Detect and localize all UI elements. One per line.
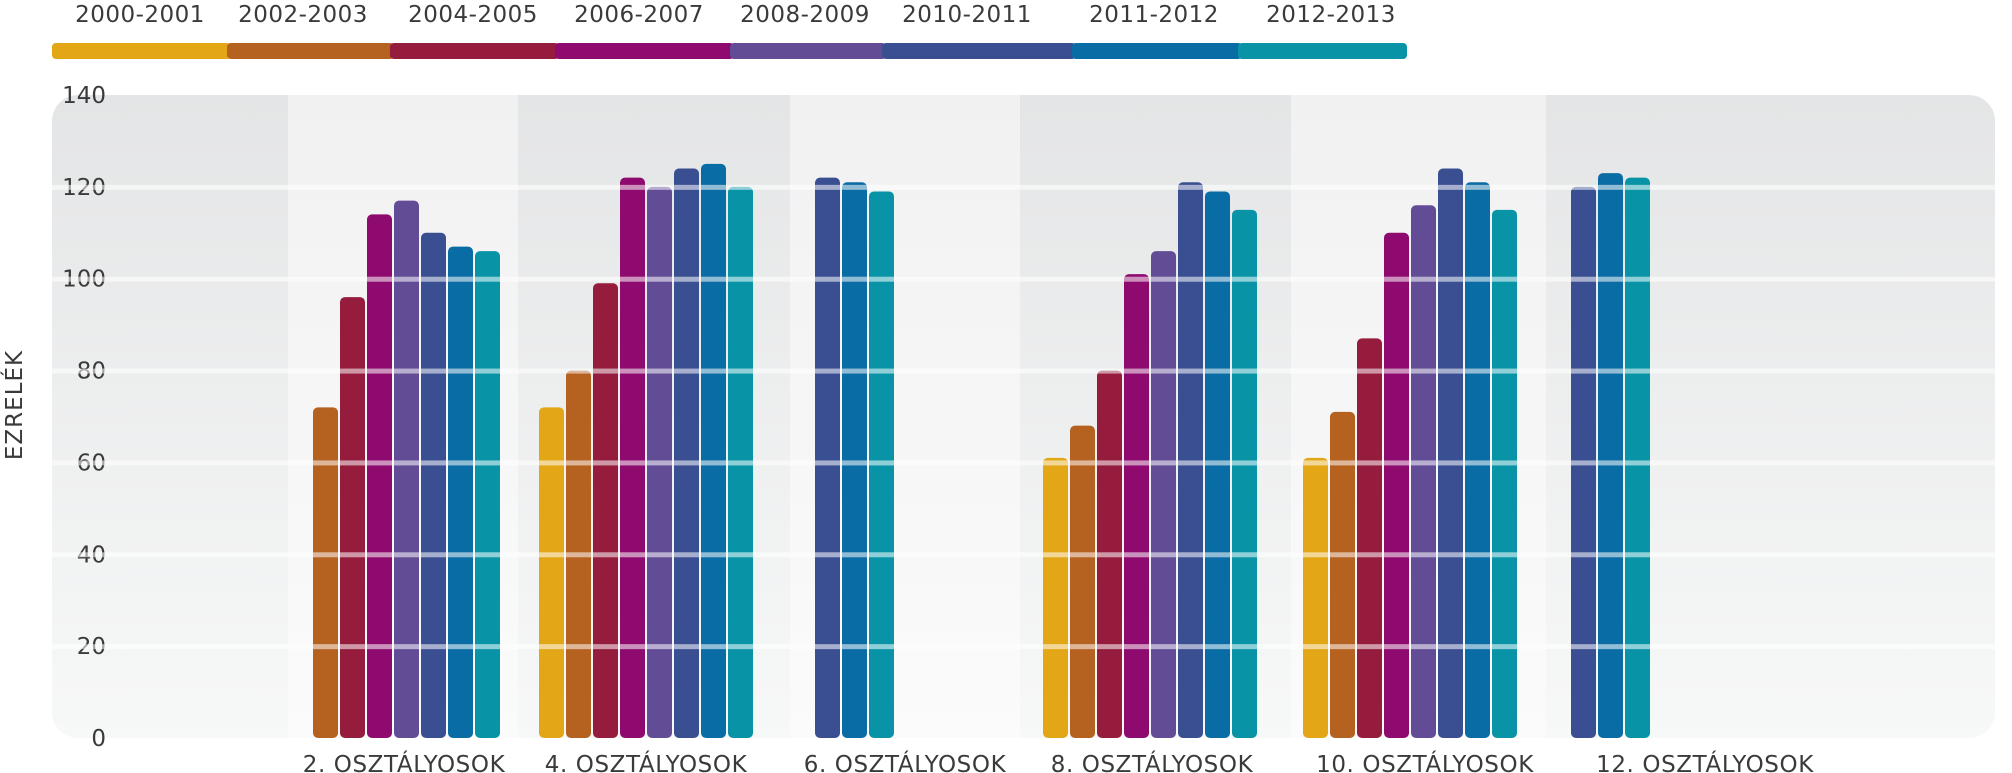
bar xyxy=(340,297,365,738)
bar xyxy=(313,407,338,738)
bars xyxy=(313,163,1650,739)
bar xyxy=(1598,173,1623,739)
gridline xyxy=(52,184,1995,190)
x-category-label: 10. OSZTÁLYOSOK xyxy=(1316,750,1534,773)
bar xyxy=(1384,232,1409,739)
bar xyxy=(1411,205,1436,738)
bar xyxy=(815,177,840,738)
legend-label: 2012-2013 xyxy=(1266,2,1396,28)
bar xyxy=(1357,338,1382,738)
bar xyxy=(620,177,645,738)
x-category-label: 12. OSZTÁLYOSOK xyxy=(1596,750,1814,773)
bar xyxy=(1625,177,1650,738)
y-tick-label: 140 xyxy=(62,83,106,109)
x-category-label: 6. OSZTÁLYOSOK xyxy=(804,750,1007,773)
bar xyxy=(448,246,473,739)
bar xyxy=(1043,457,1068,738)
legend-swatch xyxy=(52,43,231,59)
bar xyxy=(367,214,392,738)
gridlines xyxy=(52,184,1995,650)
y-axis-title: EZRELÉK xyxy=(0,350,28,460)
bar xyxy=(701,163,726,739)
bar xyxy=(475,251,500,738)
gridline xyxy=(52,276,1995,282)
gridline xyxy=(52,644,1995,650)
legend-label: 2010-2011 xyxy=(902,2,1032,28)
bar xyxy=(1178,182,1203,738)
x-axis: 2. OSZTÁLYOSOK 4. OSZTÁLYOSOK 6. OSZTÁLYOS… xyxy=(303,750,1814,773)
gridline xyxy=(52,368,1995,374)
legend-swatch xyxy=(1238,43,1407,59)
legend-label: 2000-2001 xyxy=(75,2,205,28)
bar xyxy=(394,200,419,738)
gridline xyxy=(52,552,1995,558)
gridline xyxy=(52,460,1995,466)
legend-label: 2002-2003 xyxy=(238,2,368,28)
bar xyxy=(842,182,867,738)
legend: 2000-2001 2002-2003 2004-2005 2006-2007 2008… xyxy=(52,2,1407,59)
legend-swatch xyxy=(555,43,734,59)
bar xyxy=(539,407,564,738)
legend-label: 2004-2005 xyxy=(408,2,538,28)
bar xyxy=(1151,251,1176,738)
bar xyxy=(1232,209,1257,739)
bar xyxy=(1492,209,1517,739)
legend-swatch xyxy=(227,43,394,59)
bar xyxy=(1303,457,1328,738)
bar xyxy=(674,168,699,738)
bar xyxy=(1330,411,1355,738)
y-tick-label: 0 xyxy=(91,726,106,752)
bar xyxy=(1124,274,1149,738)
legend-label: 2011-2012 xyxy=(1089,2,1219,28)
bar xyxy=(593,283,618,738)
bar xyxy=(1465,182,1490,738)
legend-swatch xyxy=(1072,43,1242,59)
x-category-label: 8. OSZTÁLYOSOK xyxy=(1051,750,1254,773)
bar xyxy=(1070,425,1095,738)
x-category-label: 4. OSZTÁLYOSOK xyxy=(545,750,748,773)
legend-swatch xyxy=(730,43,886,59)
legend-swatch xyxy=(882,43,1076,59)
bar xyxy=(1438,168,1463,738)
x-category-label: 2. OSZTÁLYOSOK xyxy=(303,750,506,773)
legend-label: 2008-2009 xyxy=(740,2,870,28)
legend-swatch xyxy=(390,43,559,59)
legend-label: 2006-2007 xyxy=(574,2,704,28)
bar xyxy=(421,232,446,739)
